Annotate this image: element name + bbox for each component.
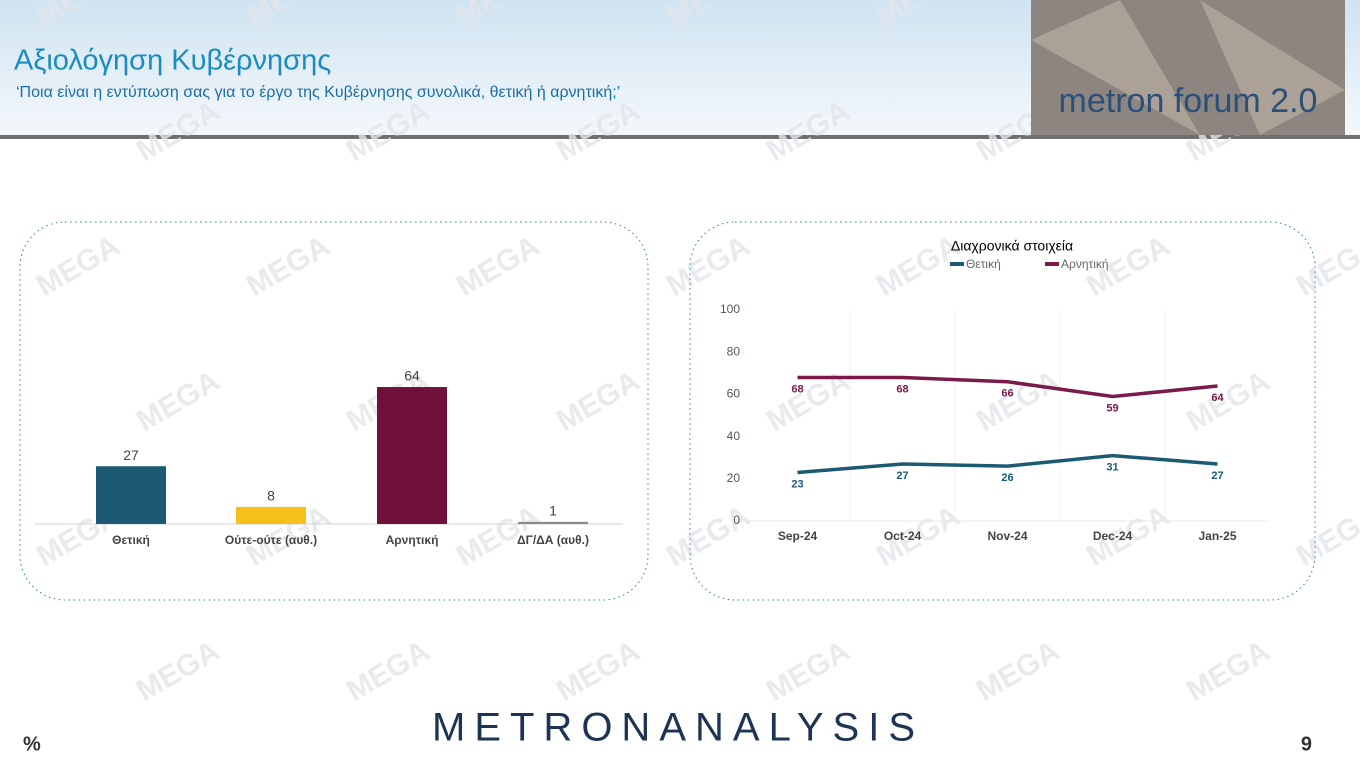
value-label: 1 xyxy=(549,503,557,519)
watermark: MEGA xyxy=(761,634,855,708)
line xyxy=(797,453,1218,475)
y-tick-label: 60 xyxy=(727,387,741,401)
watermark: MEGA xyxy=(1291,499,1360,573)
line-chart: Διαχρονικά στοιχεία 0 20 40 60 80 100 Sep-24 Oct… xyxy=(720,238,1270,543)
bar xyxy=(236,506,306,524)
chart-title: Διαχρονικά στοιχεία xyxy=(951,238,1073,254)
value-label: 23 xyxy=(791,478,803,490)
x-tick-label: Sep-24 xyxy=(778,529,818,543)
watermark: MEGA xyxy=(451,229,545,303)
bar xyxy=(96,466,166,524)
logo-text: metron forum 2.0 xyxy=(1059,82,1318,120)
value-label: 27 xyxy=(896,470,908,482)
value-label: 66 xyxy=(1001,388,1013,400)
x-tick-label: Dec-24 xyxy=(1093,529,1133,543)
value-label: 27 xyxy=(123,447,139,463)
legend-label: Θετική xyxy=(966,257,1001,271)
watermark: MEGA xyxy=(971,364,1065,438)
header-rule xyxy=(0,135,1360,139)
watermark: MEGA xyxy=(1291,229,1360,303)
brand: METRONANALYSIS xyxy=(432,706,924,750)
value-label: 68 xyxy=(791,383,803,395)
page-number: 9 xyxy=(1301,733,1312,755)
bar xyxy=(377,387,447,524)
watermark: MEGA xyxy=(131,634,225,708)
y-tick-label: 100 xyxy=(720,302,740,316)
value-label: 64 xyxy=(404,368,420,384)
watermark: MEGA xyxy=(241,229,335,303)
value-label: 27 xyxy=(1211,470,1223,482)
value-label: 8 xyxy=(267,488,275,504)
category-label: ΔΓ/ΔΑ (αυθ.) xyxy=(517,533,589,547)
subtitle: ‘Ποια είναι η εντύπωση σας για το έργο τ… xyxy=(16,84,620,101)
x-tick-label: Oct-24 xyxy=(884,529,922,543)
y-tick-label: 0 xyxy=(733,513,740,527)
watermark: MEGA xyxy=(761,364,855,438)
watermark: MEGA xyxy=(661,229,755,303)
line xyxy=(797,375,1218,399)
value-label: 59 xyxy=(1106,402,1118,414)
category-label: Θετική xyxy=(112,533,150,547)
panel xyxy=(19,221,649,601)
watermark: MEGA xyxy=(971,634,1065,708)
watermark: MEGA xyxy=(1181,364,1275,438)
bar-chart: 27 Θετική 8 Ούτε-ούτε (αυθ.) 64 Αρνητική 1 ΔΓ/Δ… xyxy=(35,368,623,547)
bar xyxy=(518,521,588,524)
watermark: MEGA xyxy=(1181,634,1275,708)
y-tick-label: 20 xyxy=(727,471,741,485)
legend-label: Αρνητική xyxy=(1061,257,1109,271)
logo-pattern xyxy=(1031,0,1345,135)
y-tick-label: 80 xyxy=(727,344,741,358)
value-label: 31 xyxy=(1106,461,1118,473)
y-tick-label: 40 xyxy=(727,429,741,443)
title: Αξιολόγηση Κυβέρνησης xyxy=(14,45,331,77)
watermark: MEGA xyxy=(31,229,125,303)
watermark: MEGA xyxy=(551,364,645,438)
watermark: MEGA xyxy=(551,634,645,708)
watermark: MEGA xyxy=(341,634,435,708)
value-label: 26 xyxy=(1001,472,1013,484)
x-tick-label: Nov-24 xyxy=(987,529,1027,543)
watermark: MEGA xyxy=(131,364,225,438)
x-tick-label: Jan-25 xyxy=(1198,529,1236,543)
value-label: 64 xyxy=(1211,392,1224,404)
watermark: MEGA xyxy=(661,499,755,573)
category-label: Ούτε-ούτε (αυθ.) xyxy=(225,533,317,547)
category-label: Αρνητική xyxy=(386,533,439,547)
value-label: 68 xyxy=(896,383,908,395)
unit-label: % xyxy=(23,733,41,755)
